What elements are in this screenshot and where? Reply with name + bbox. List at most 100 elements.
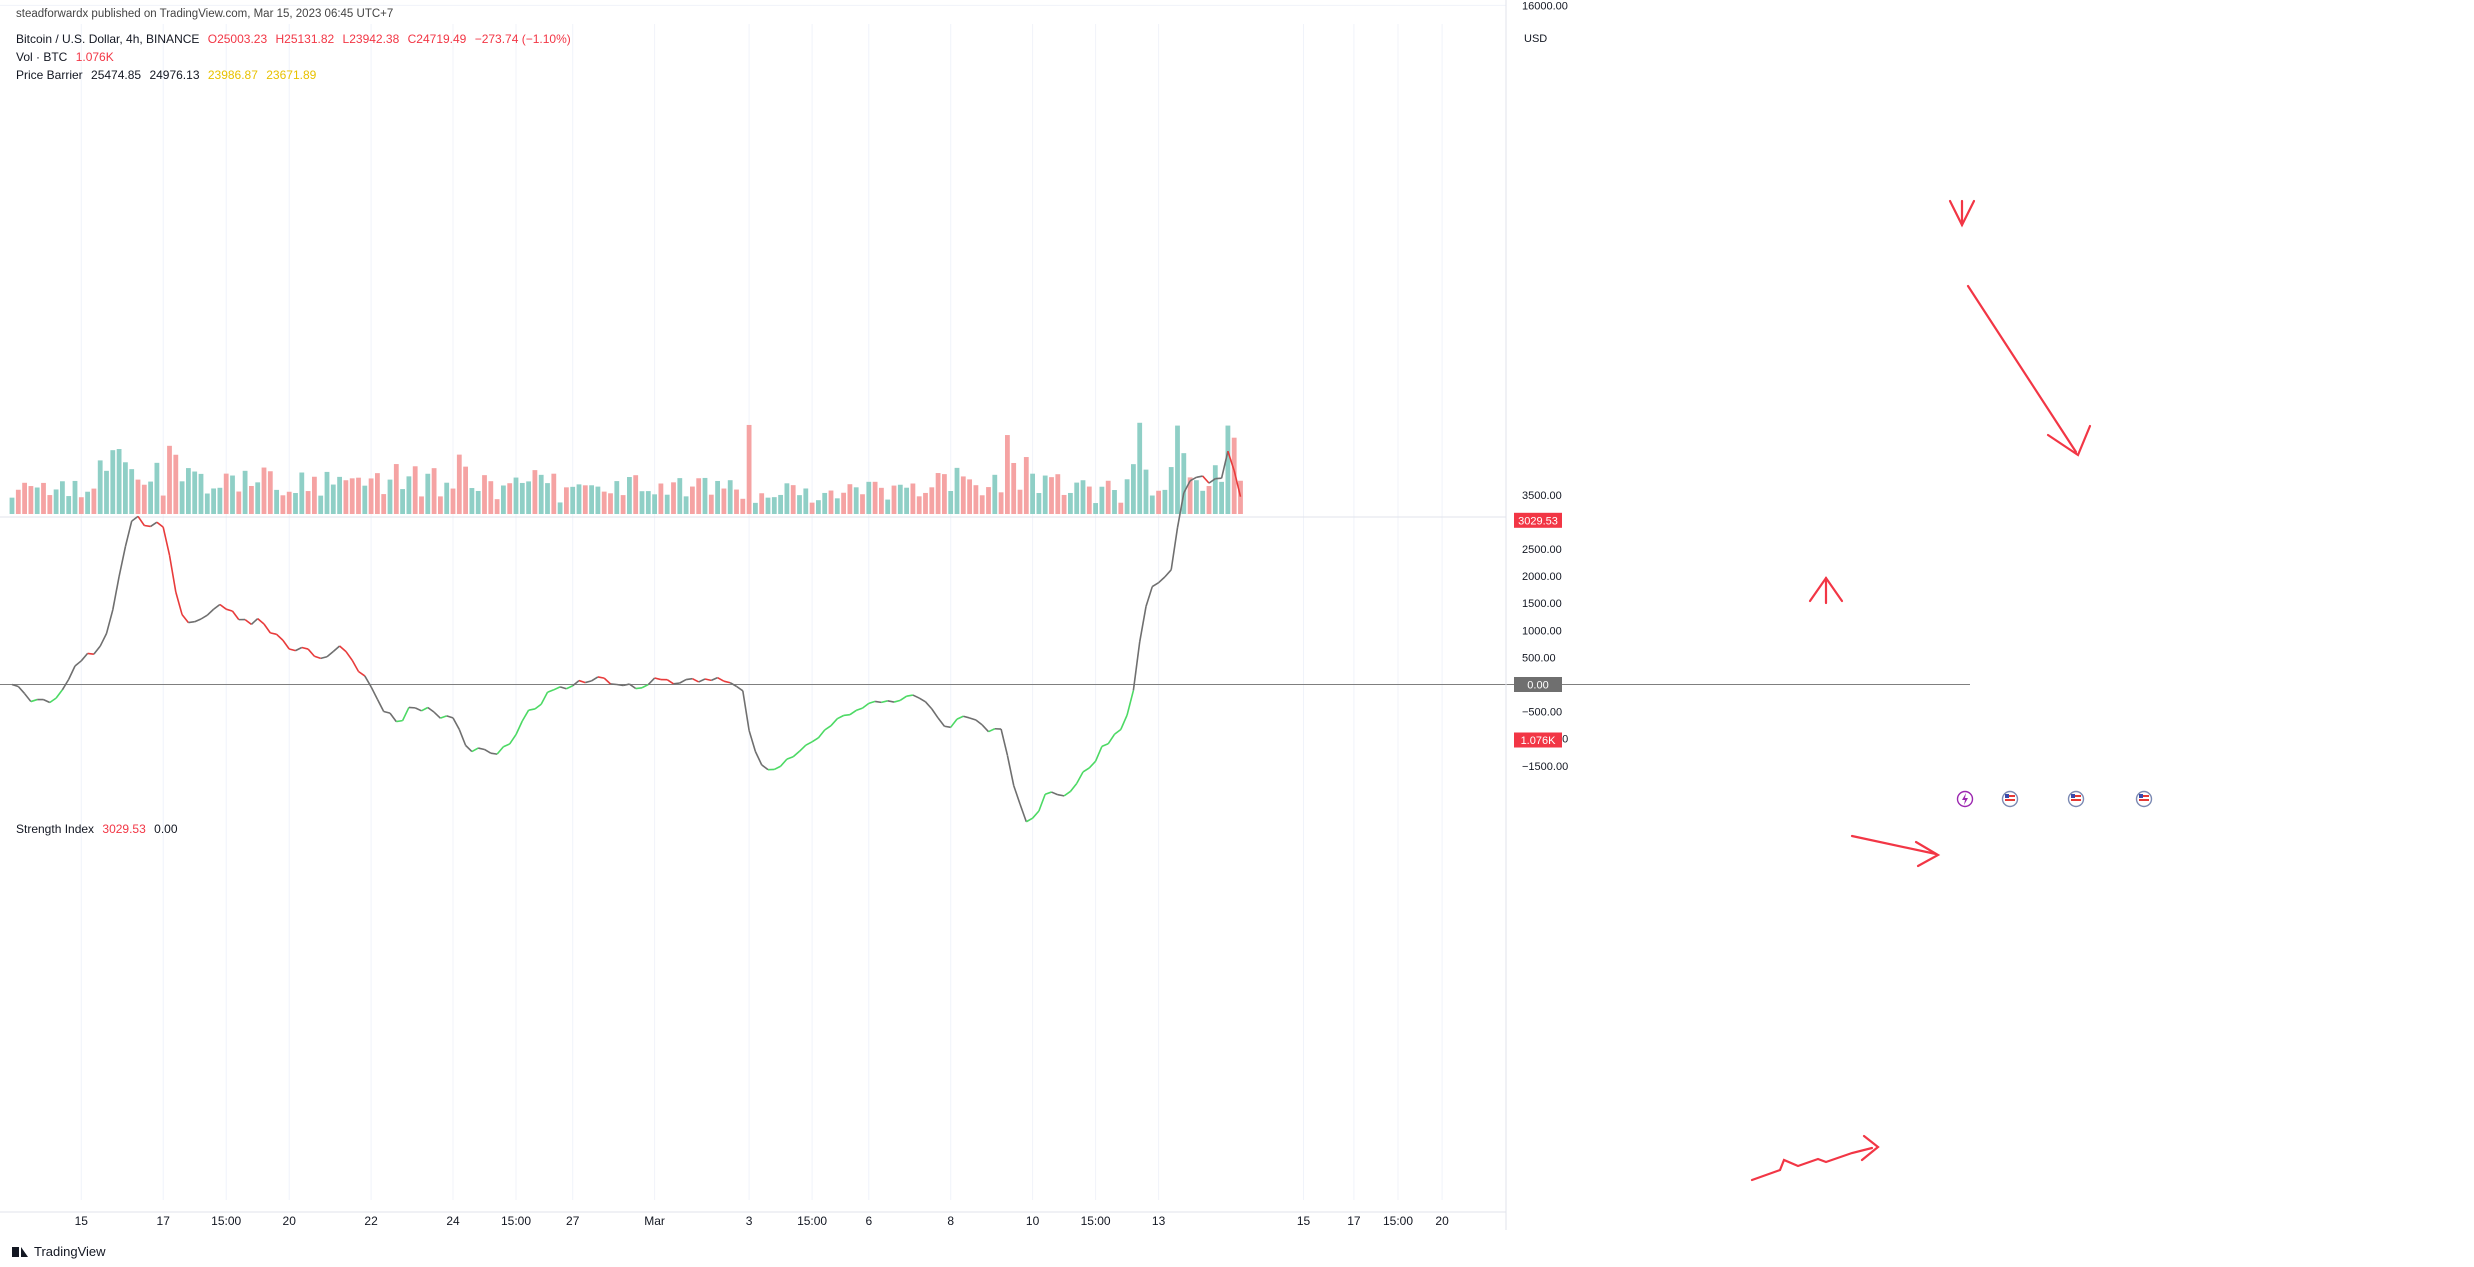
volume-bar [1005,435,1010,514]
volume-bar [249,485,254,514]
volume-bar [1042,475,1048,514]
volume-bar [438,496,443,514]
volume-label[interactable]: Vol · BTC [16,50,68,64]
osc-tick-label: 1500.00 [1522,598,1562,610]
volume-bar [393,464,399,514]
volume-bar [519,482,525,514]
volume-bar [860,494,865,514]
oscillator-segment [1227,450,1235,471]
volume-bar [141,484,147,514]
volume-bar [22,482,27,514]
oscillator-segment [704,678,712,682]
volume-bar [910,483,916,514]
oscillator-segment [742,690,750,731]
volume-bar [400,489,405,514]
volume-bar [853,487,859,514]
oscillator-segment [521,709,530,722]
oscillator-segment [893,699,901,703]
volume-bar [330,484,336,514]
flag-canton [2005,794,2009,798]
osc-arrow-bottom-head [1860,1134,1880,1162]
oscillator-segment [1208,478,1216,484]
oscillator-segment [55,689,64,699]
oscillator-segment [906,694,914,697]
oscillator-segment [1082,767,1090,773]
oscillator-segment [484,748,492,754]
oscillator-segment [1126,690,1135,716]
flag-canton [2139,794,2143,798]
oscillator-segment [87,652,94,655]
oscillator-segment [326,650,334,658]
volume-bar [935,473,941,514]
volume-bar [324,471,330,514]
volume-bar [123,462,128,514]
volume-bar [759,493,765,514]
ohlc-change: −273.74 (−1.10%) [474,32,571,46]
volume-bar [1231,437,1237,514]
oscillator-segment [736,685,744,692]
volume-bar [671,482,676,514]
volume-bar [91,488,97,514]
volume-bar [236,491,242,514]
volume-bar [1162,489,1168,514]
strength-index-zero: 0.00 [154,822,178,836]
volume-bar [784,483,790,514]
volume-bar [1149,495,1155,514]
oscillator-segment [478,747,485,751]
oscillator-segment [289,648,296,652]
volume-bar [356,477,361,514]
volume-bar [1099,486,1105,514]
oscillator-segment [981,724,990,733]
strength-index-label[interactable]: Strength Index [16,822,95,836]
oscillator-segment [175,591,183,615]
volume-bar [223,473,229,514]
oscillator-segment [666,678,674,685]
oscillator-segment [798,744,807,752]
volume-bar [299,472,305,514]
oscillator-segment [150,521,158,528]
oscillator-segment [585,680,592,684]
volume-bar [582,485,588,514]
oscillator-segment [528,708,536,711]
oscillator-segment [918,697,926,703]
oscillator-segment [1057,793,1065,797]
oscillator-segment [647,677,656,686]
volume-bar [816,500,821,514]
volume-bar [274,489,279,514]
volume-bar [293,493,298,514]
time-tick-label: 15:00 [797,1214,827,1228]
oscillator-segment [597,676,605,679]
time-tick-label: 15:00 [501,1214,531,1228]
volume-bar [154,462,160,514]
oscillator-segment [1044,791,1052,795]
oscillator-segment [213,603,221,610]
volume-bar [664,494,670,514]
price-barrier-label[interactable]: Price Barrier [16,68,83,82]
volume-bar [192,471,198,514]
volume-bar [1036,493,1042,514]
volume-bar [589,485,594,514]
oscillator-segment [118,546,127,577]
volume-bar [1156,490,1161,514]
volume-bar [318,495,324,514]
volume-bar [1206,486,1212,514]
footer-brand[interactable]: TradingView [12,1244,106,1259]
volume-label-bg [1514,732,1562,748]
oscillator-segment [534,703,542,710]
currency-label: USD [1524,33,1547,45]
oscillator-segment [1107,733,1116,745]
symbol-name[interactable]: Bitcoin / U.S. Dollar, 4h, BINANCE [16,32,200,46]
oscillator-segment [376,698,385,712]
time-tick-label: 15:00 [1383,1214,1413,1228]
oscillator-segment [427,706,435,713]
oscillator-segment [1145,586,1154,607]
flag-stripe [2139,795,2149,797]
volume-bar [721,488,727,514]
time-tick-label: 20 [283,1214,297,1228]
volume-bar [828,490,834,514]
oscillator-segment [817,729,826,739]
volume-bar [1086,486,1092,514]
strength-index-legend: Strength Index 3029.53 0.00 [16,822,183,836]
oscillator-segment [622,683,630,687]
